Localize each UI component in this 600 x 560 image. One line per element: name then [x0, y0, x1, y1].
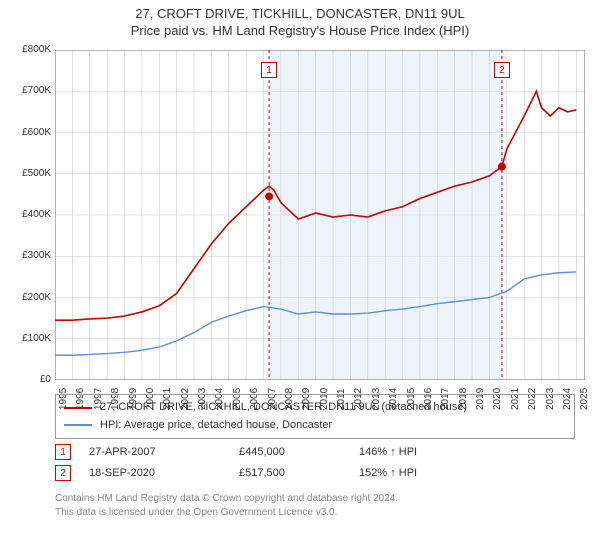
chart-area: £0£100K£200K£300K£400K£500K£600K£700K£80…: [55, 50, 585, 380]
y-tick-label: £100K: [1, 333, 51, 344]
vline-marker: 1: [261, 62, 277, 78]
legend-swatch: [64, 407, 92, 409]
footer: Contains HM Land Registry data © Crown c…: [55, 492, 398, 520]
title-address: 27, CROFT DRIVE, TICKHILL, DONCASTER, DN…: [0, 6, 600, 21]
event-date: 18-SEP-2020: [89, 463, 239, 484]
event-hpi: 146% ↑ HPI: [359, 442, 479, 463]
event-date: 27-APR-2007: [89, 442, 239, 463]
event-number-box: 1: [55, 444, 71, 460]
footer-line: Contains HM Land Registry data © Crown c…: [55, 492, 398, 506]
legend-item: HPI: Average price, detached house, Donc…: [64, 417, 566, 435]
footer-line: This data is licensed under the Open Gov…: [55, 506, 398, 520]
chart-container: 27, CROFT DRIVE, TICKHILL, DONCASTER, DN…: [0, 0, 600, 560]
y-tick-label: £800K: [1, 44, 51, 55]
legend: 27, CROFT DRIVE, TICKHILL, DONCASTER, DN…: [55, 394, 575, 439]
y-tick-label: £600K: [1, 127, 51, 138]
legend-label: 27, CROFT DRIVE, TICKHILL, DONCASTER, DN…: [100, 399, 467, 417]
legend-swatch: [64, 424, 92, 426]
y-tick-label: £300K: [1, 250, 51, 261]
event-row: 1 27-APR-2007 £445,000 146% ↑ HPI: [55, 442, 479, 463]
title-block: 27, CROFT DRIVE, TICKHILL, DONCASTER, DN…: [0, 0, 600, 38]
line-chart: [55, 50, 585, 380]
event-row: 2 18-SEP-2020 £517,500 152% ↑ HPI: [55, 463, 479, 484]
y-tick-label: £400K: [1, 209, 51, 220]
event-hpi: 152% ↑ HPI: [359, 463, 479, 484]
x-tick-label: 2025: [579, 388, 590, 410]
event-price: £445,000: [239, 442, 359, 463]
event-price: £517,500: [239, 463, 359, 484]
y-tick-label: £700K: [1, 85, 51, 96]
title-subtitle: Price paid vs. HM Land Registry's House …: [0, 23, 600, 38]
legend-item: 27, CROFT DRIVE, TICKHILL, DONCASTER, DN…: [64, 399, 566, 417]
event-table: 1 27-APR-2007 £445,000 146% ↑ HPI 2 18-S…: [55, 442, 479, 484]
y-tick-label: £200K: [1, 292, 51, 303]
legend-label: HPI: Average price, detached house, Donc…: [100, 417, 332, 435]
y-tick-label: £0: [1, 374, 51, 385]
vline-marker: 2: [494, 62, 510, 78]
y-tick-label: £500K: [1, 168, 51, 179]
event-number-box: 2: [55, 465, 71, 481]
